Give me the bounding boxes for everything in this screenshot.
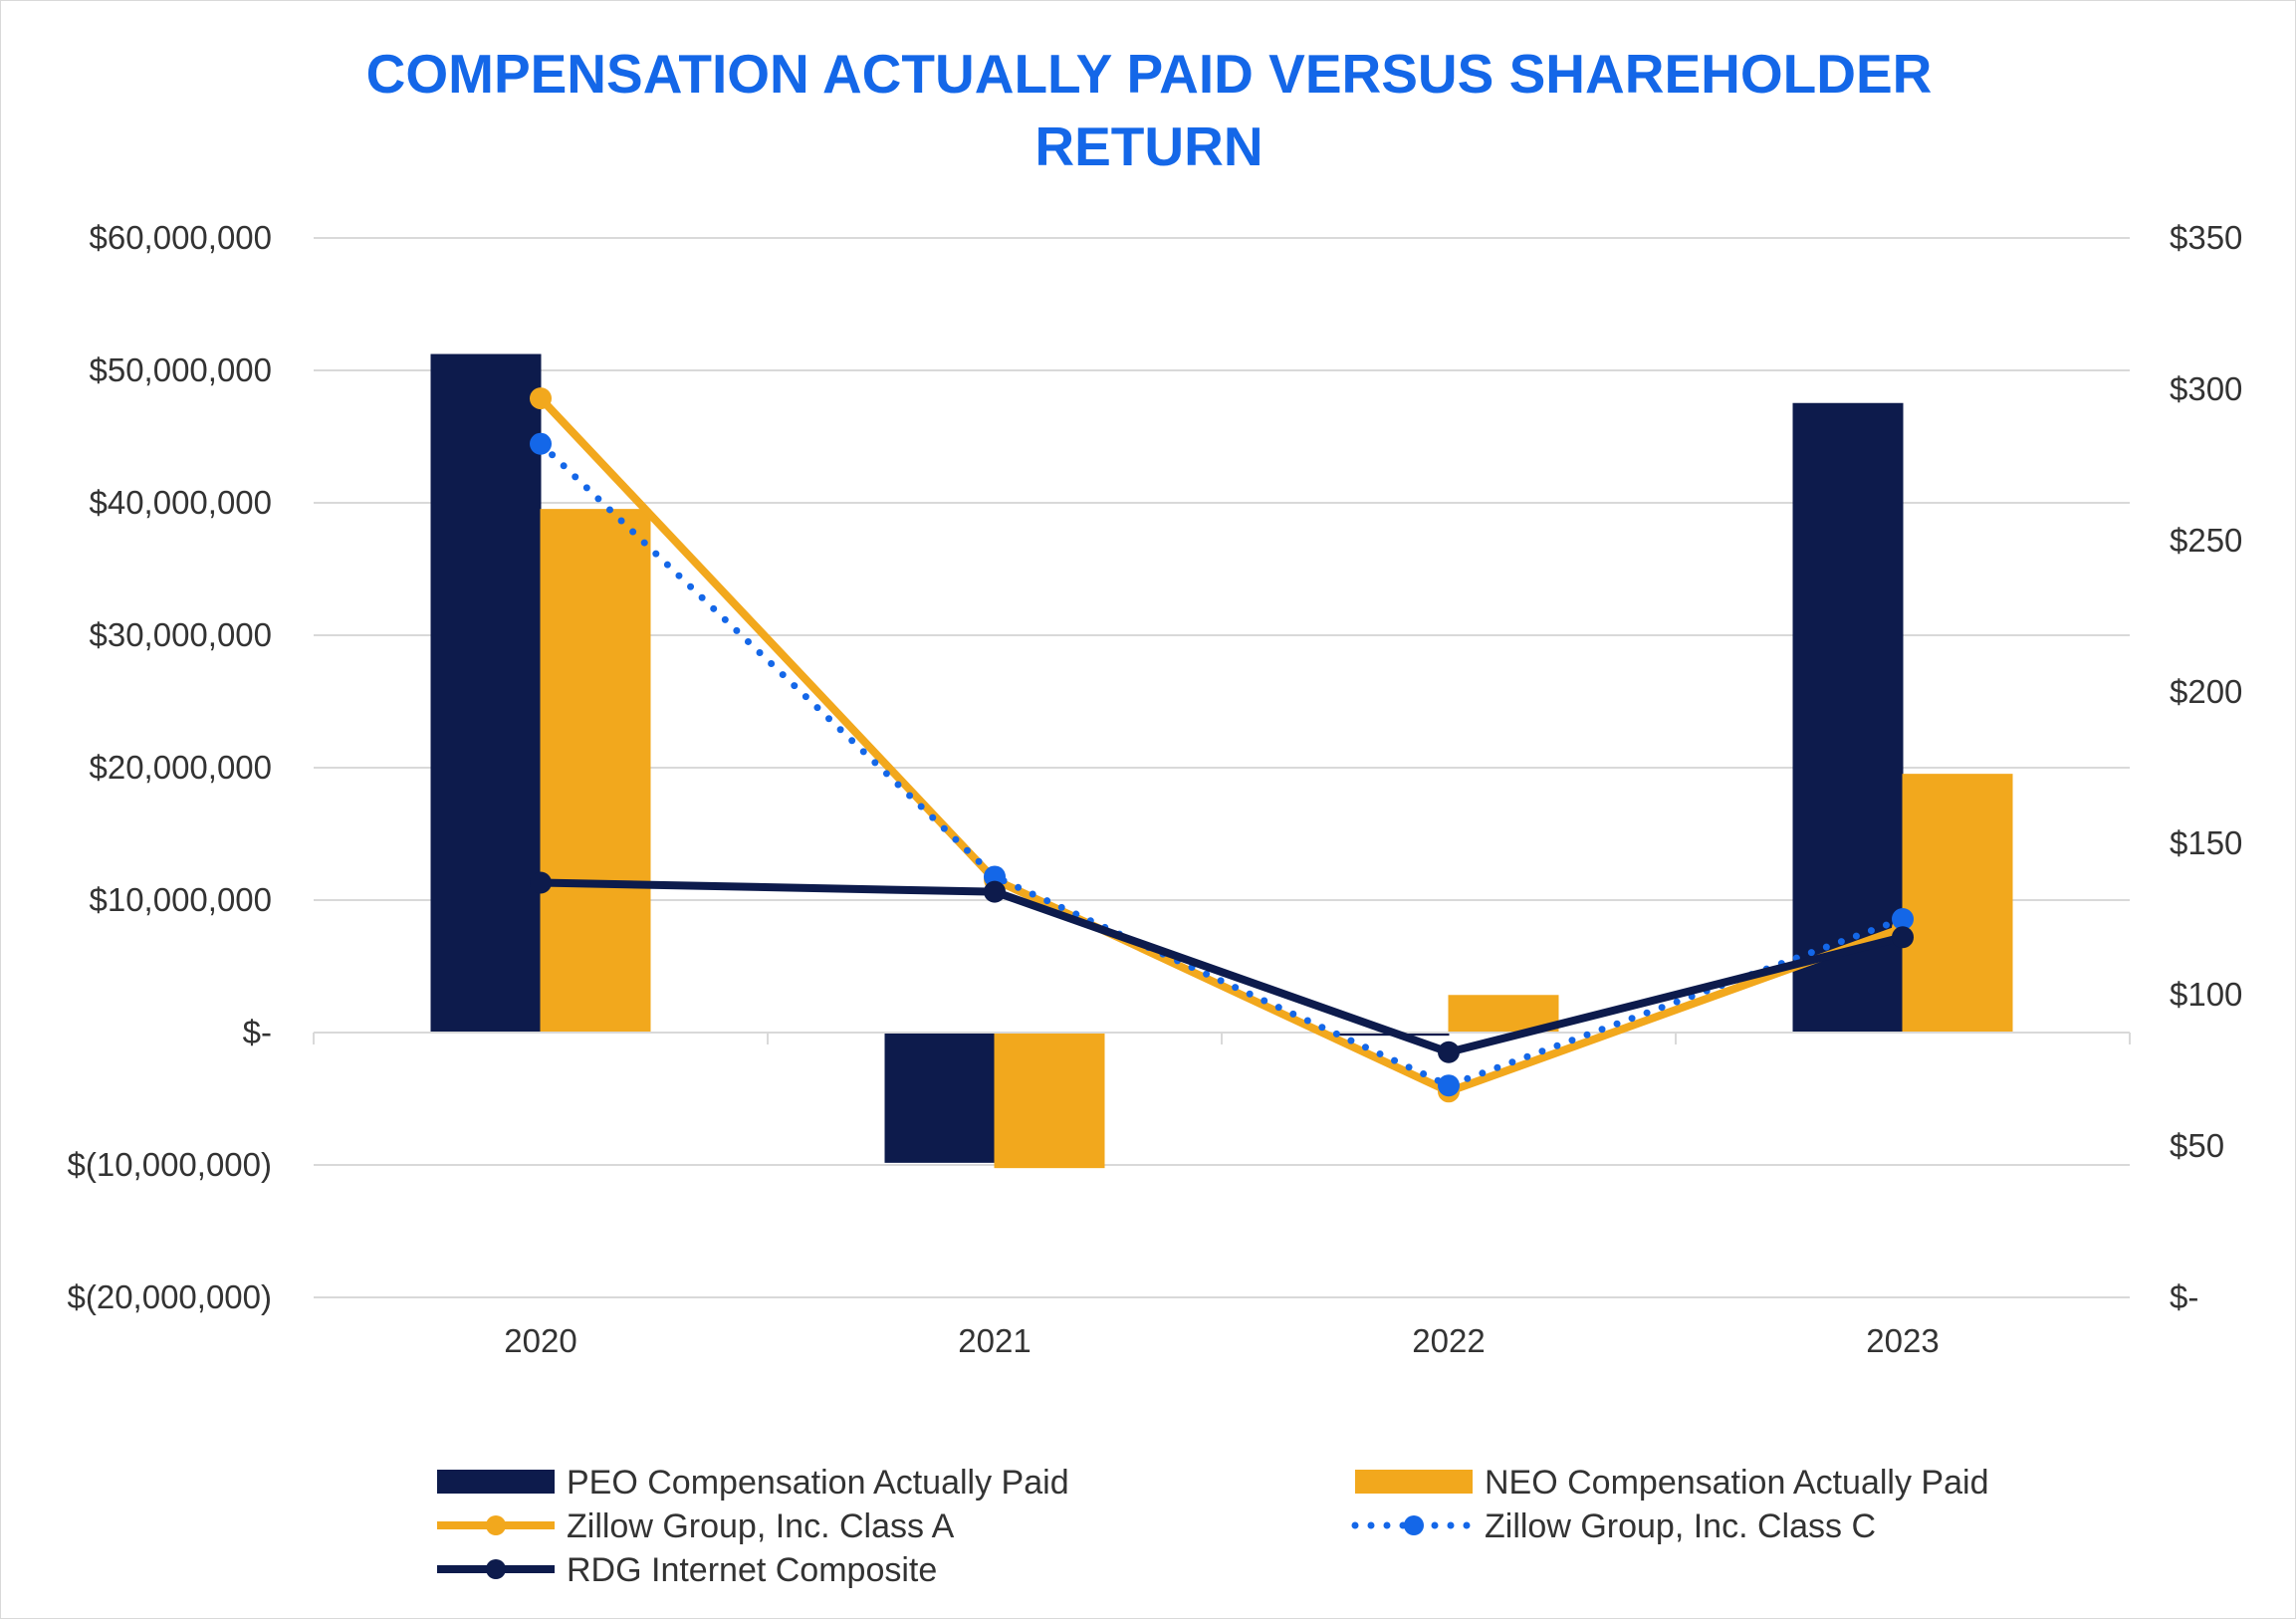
chart-title: COMPENSATION ACTUALLY PAID VERSUS SHAREH… xyxy=(366,43,1933,177)
left-tick-label: $10,000,000 xyxy=(89,881,272,918)
rdg-internet-composite-marker xyxy=(1892,926,1914,949)
left-tick-label: $40,000,000 xyxy=(89,484,272,521)
zillow-class-c-marker xyxy=(530,432,552,455)
rdg-internet-composite-marker xyxy=(984,880,1006,903)
left-tick-label: $50,000,000 xyxy=(89,351,272,388)
bar-peo xyxy=(884,1032,996,1163)
legend-neo-label: NEO Compensation Actually Paid xyxy=(1485,1464,1988,1502)
rdg-internet-composite-line xyxy=(540,878,1904,1056)
x-tick-label: 2020 xyxy=(504,1322,576,1359)
bars xyxy=(430,353,2013,1169)
zillow-class-c-line xyxy=(537,440,1907,1089)
chart-title-line-1: COMPENSATION ACTUALLY PAID VERSUS SHAREH… xyxy=(366,43,1933,105)
right-tick-label: $300 xyxy=(2170,370,2242,407)
legend-peo-swatch xyxy=(437,1470,555,1494)
series-lines xyxy=(530,387,1914,1103)
right-tick-label: $150 xyxy=(2170,824,2242,861)
x-tick-label: 2022 xyxy=(1412,1322,1485,1359)
zillow-class-c-marker xyxy=(1892,908,1914,930)
legend-neo-swatch xyxy=(1355,1470,1473,1494)
legend-class-a-label: Zillow Group, Inc. Class A xyxy=(567,1507,955,1545)
x-axis: 2020 2021 2022 2023 xyxy=(313,1032,2131,1359)
right-tick-label: $50 xyxy=(2170,1127,2224,1164)
zillow-class-a-line xyxy=(538,395,1905,1096)
left-tick-label: $30,000,000 xyxy=(89,616,272,653)
right-tick-label: $200 xyxy=(2170,673,2242,710)
zillow-class-c-marker xyxy=(1438,1074,1460,1097)
legend-peo-label: PEO Compensation Actually Paid xyxy=(567,1464,1069,1502)
right-tick-label: $350 xyxy=(2170,219,2242,256)
rdg-internet-composite-marker xyxy=(1438,1041,1460,1063)
legend: PEO Compensation Actually Paid NEO Compen… xyxy=(437,1464,1988,1589)
rdg-internet-composite-marker xyxy=(530,871,552,894)
legend-rdg-label: RDG Internet Composite xyxy=(567,1551,937,1589)
right-axis-labels: $- $50 $100 $150 $200 $250 $300 $350 xyxy=(2170,219,2242,1315)
legend-rdg-marker xyxy=(486,1559,506,1579)
right-tick-label: $- xyxy=(2170,1278,2198,1315)
x-tick-label: 2023 xyxy=(1866,1322,1939,1359)
legend-class-a-marker xyxy=(486,1515,506,1535)
zillow-class-c-marker xyxy=(984,865,1006,888)
left-axis-labels: $(20,000,000) $(10,000,000) $- $10,000,000 $… xyxy=(68,219,273,1315)
x-tick-label: 2021 xyxy=(958,1322,1031,1359)
chart-title-line-2: RETURN xyxy=(1034,116,1263,177)
bar-neo xyxy=(994,1032,1105,1169)
left-tick-label: $- xyxy=(243,1014,272,1050)
left-tick-label: $(10,000,000) xyxy=(68,1146,273,1183)
right-tick-label: $100 xyxy=(2170,976,2242,1013)
left-tick-label: $(20,000,000) xyxy=(68,1278,273,1315)
legend-class-c-marker xyxy=(1404,1515,1424,1535)
legend-class-c-label: Zillow Group, Inc. Class C xyxy=(1485,1507,1876,1545)
bar-neo xyxy=(540,509,651,1034)
left-tick-label: $60,000,000 xyxy=(89,219,272,256)
bar-neo xyxy=(1902,774,2013,1034)
left-tick-label: $20,000,000 xyxy=(89,749,272,786)
bar-peo xyxy=(430,353,542,1034)
zillow-class-a-marker xyxy=(530,387,552,410)
right-tick-label: $250 xyxy=(2170,522,2242,559)
